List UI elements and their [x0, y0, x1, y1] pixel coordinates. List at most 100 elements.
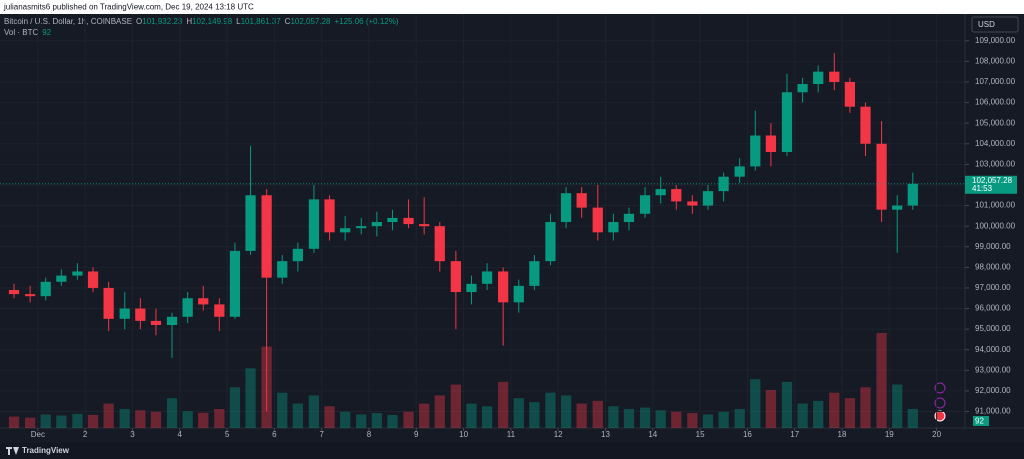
y-tick-label: 98,000.00 [975, 262, 1011, 271]
candle-body [734, 166, 745, 177]
candle-body [308, 199, 320, 249]
candle-body [608, 222, 619, 233]
event-icon[interactable] [934, 397, 946, 409]
volume-bar [892, 384, 903, 428]
y-tick-label: 103,000.00 [975, 159, 1016, 168]
event-icon[interactable] [934, 382, 946, 394]
candle-body [24, 294, 36, 297]
volume-bar [403, 411, 414, 428]
x-tick-label: 13 [601, 430, 610, 439]
y-tick-label: 99,000.00 [975, 242, 1011, 251]
candle-body [40, 281, 51, 297]
candle-body [403, 217, 414, 225]
volume-bar [513, 398, 524, 428]
candle-body [560, 193, 572, 223]
y-tick-label: 108,000.00 [975, 56, 1016, 65]
brand: TradingView [22, 446, 70, 455]
y-tick-label: 92,000.00 [975, 386, 1011, 395]
volume-bar [72, 413, 83, 428]
x-tick-label: 2 [83, 430, 88, 439]
candle-body [498, 271, 509, 303]
x-tick-label: 8 [367, 430, 372, 439]
volume-bar [623, 409, 635, 428]
x-tick-label: 4 [178, 430, 183, 439]
candle-body [702, 191, 714, 206]
volume-bar [87, 414, 99, 428]
candle-body [765, 135, 777, 152]
y-tick-label: 93,000.00 [975, 365, 1011, 374]
volume-badge [973, 416, 989, 426]
legend: Bitcoin / U.S. Dollar, 1h, COINBASE O 101,… [4, 17, 399, 26]
volume-bar [671, 411, 682, 428]
candle-body [150, 320, 162, 326]
candle-body [844, 81, 856, 107]
volume-bar [119, 409, 130, 428]
candle-body [655, 189, 666, 196]
candle-body [639, 195, 651, 214]
legend-value: 101,861.37 [241, 17, 282, 26]
volume-bar [687, 413, 698, 428]
y-tick-label: 96,000.00 [975, 304, 1011, 313]
candle-body [87, 271, 99, 288]
volume-bar [576, 403, 587, 428]
volume-bar [387, 414, 398, 428]
volume-bar [198, 412, 209, 428]
volume-bar [750, 379, 761, 428]
candle-body [229, 250, 241, 317]
legend-value: 102,149.98 [192, 17, 233, 26]
y-tick-label: 95,000.00 [975, 324, 1011, 333]
x-tick-label: 5 [225, 430, 230, 439]
y-tick-label: 100,000.00 [975, 221, 1016, 230]
volume-bar [229, 387, 241, 428]
volume-bar [592, 400, 603, 428]
volume-bar [639, 407, 651, 428]
candle-body [8, 290, 20, 295]
candle-body [103, 287, 114, 319]
volume-bar [781, 381, 793, 428]
candle-body [371, 222, 382, 227]
candle-body [277, 261, 288, 278]
volume-bar [907, 409, 918, 428]
volume-bar [324, 406, 335, 428]
legend-symbol: Bitcoin / U.S. Dollar, 1h, COINBASE [4, 17, 132, 26]
candle-body [387, 217, 398, 223]
y-tick-label: 101,000.00 [975, 201, 1016, 210]
x-tick-label: 14 [648, 430, 657, 439]
volume-bar [608, 406, 619, 428]
volume-bar [844, 398, 856, 428]
legend-key: H [186, 17, 192, 26]
x-tick-label: 7 [319, 430, 324, 439]
volume-bar [498, 381, 509, 428]
volume-bar [419, 403, 430, 428]
volume-bar [829, 392, 840, 428]
last-price-box [965, 175, 1017, 194]
y-tick-label: 97,000.00 [975, 283, 1011, 292]
countdown: 41:53 [972, 184, 993, 193]
candle-body [592, 207, 603, 233]
volume-bar [481, 406, 493, 428]
volume-bar [655, 410, 666, 428]
legend-key: O [136, 17, 142, 26]
volume-bar [860, 387, 871, 428]
volume-bar [545, 392, 556, 428]
volume-bar [765, 390, 777, 428]
event-icon[interactable] [934, 410, 946, 422]
volume-bar [8, 416, 20, 428]
volume-bar [702, 414, 714, 428]
grid [0, 14, 965, 428]
currency-button[interactable] [971, 16, 1019, 33]
candle-body [198, 298, 209, 305]
candle-body [245, 195, 256, 251]
candle-body [214, 304, 225, 317]
x-tick-label: 19 [885, 430, 894, 439]
candle-body [687, 201, 698, 206]
volume-bar [450, 384, 461, 428]
volume-bar [371, 413, 382, 428]
volume-bar [434, 395, 445, 428]
candle-body [781, 92, 793, 152]
legend-value: 102,057.28 [290, 17, 331, 26]
volume-bar [718, 411, 729, 428]
volume-bar [150, 411, 162, 428]
